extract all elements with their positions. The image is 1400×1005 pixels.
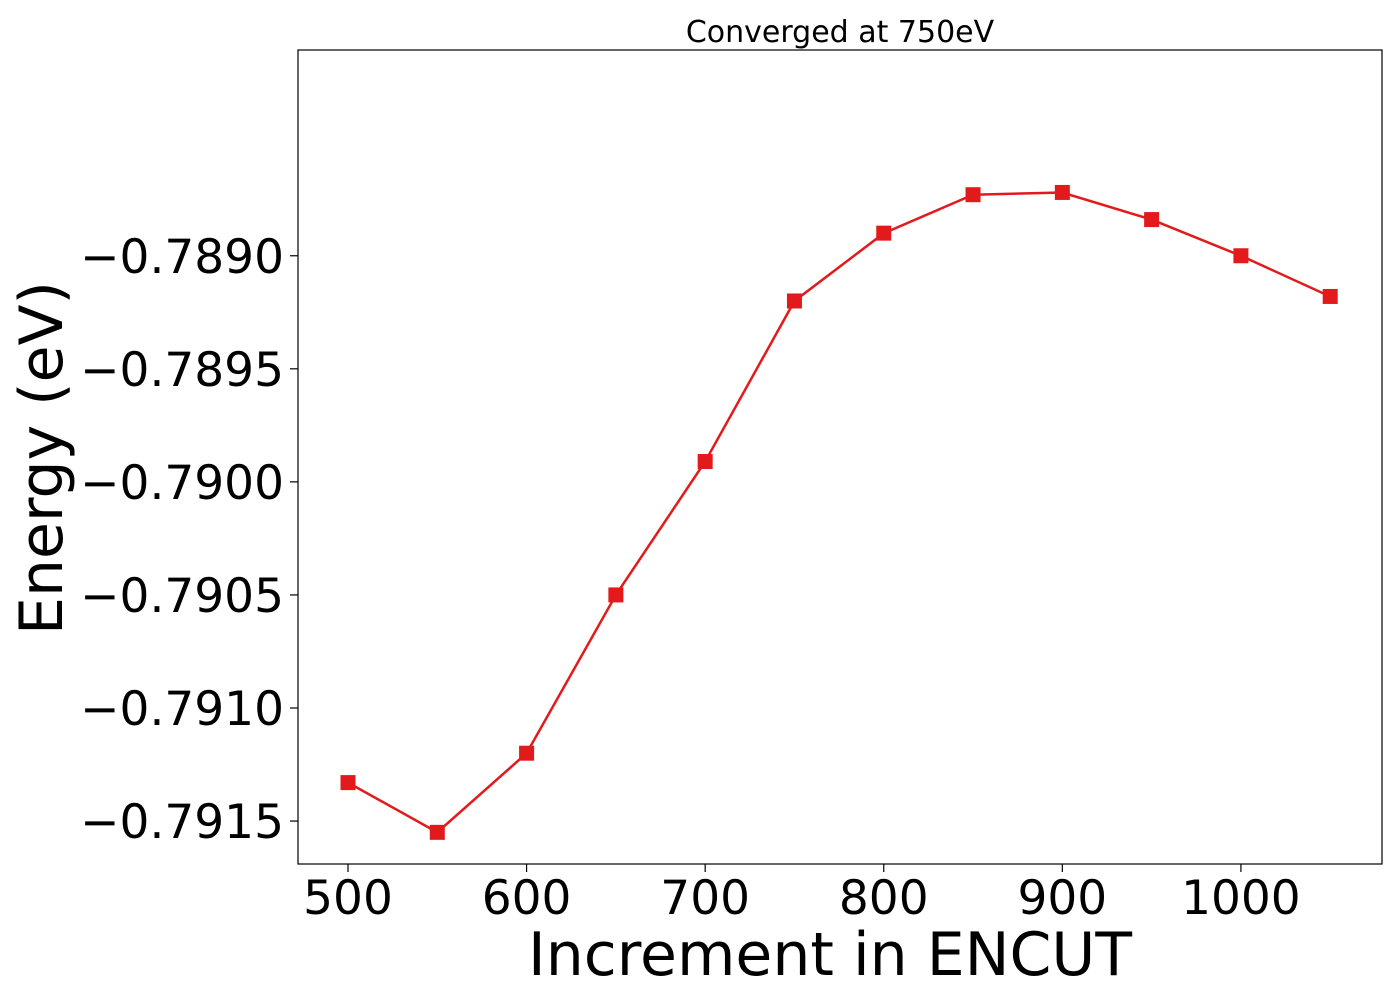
data-point-950 [1144,212,1160,228]
y-tick-label-4: −0.7910 [80,682,284,737]
y-tick-label-3: −0.7905 [80,569,284,624]
x-tick-label-700: 700 [660,871,750,926]
x-tick-label-900: 900 [1017,871,1107,926]
plot-frame [297,49,1383,865]
data-point-550 [429,824,445,840]
plot-area: 500 600 700 800 900 1000 −0.7890 −0.7895 −0.7900… [80,49,1383,926]
y-axis-label: Energy (eV) [7,281,77,635]
data-point-850 [965,187,981,203]
data-point-1050 [1322,288,1338,304]
data-point-900 [1054,184,1070,200]
data-point-600 [519,745,535,761]
y-tick-label-5: −0.7915 [80,795,284,850]
y-tick-label-1: −0.7895 [80,343,284,398]
chart-title: Converged at 750eV [686,15,995,50]
x-tick-label-500: 500 [303,871,393,926]
y-tick-label-2: −0.7900 [80,456,284,511]
x-tick-label-1000: 1000 [1181,871,1301,926]
data-point-500 [340,775,356,791]
y-tick-label-0: −0.7890 [80,230,284,285]
data-point-750 [786,293,802,309]
data-point-650 [608,587,624,603]
x-axis-label: Increment in ENCUT [528,920,1132,990]
data-point-700 [697,454,713,470]
data-point-800 [876,225,892,241]
x-tick-label-600: 600 [482,871,572,926]
series-line-0 [347,191,1331,834]
x-tick-label-800: 800 [839,871,929,926]
data-point-1000 [1233,248,1249,264]
